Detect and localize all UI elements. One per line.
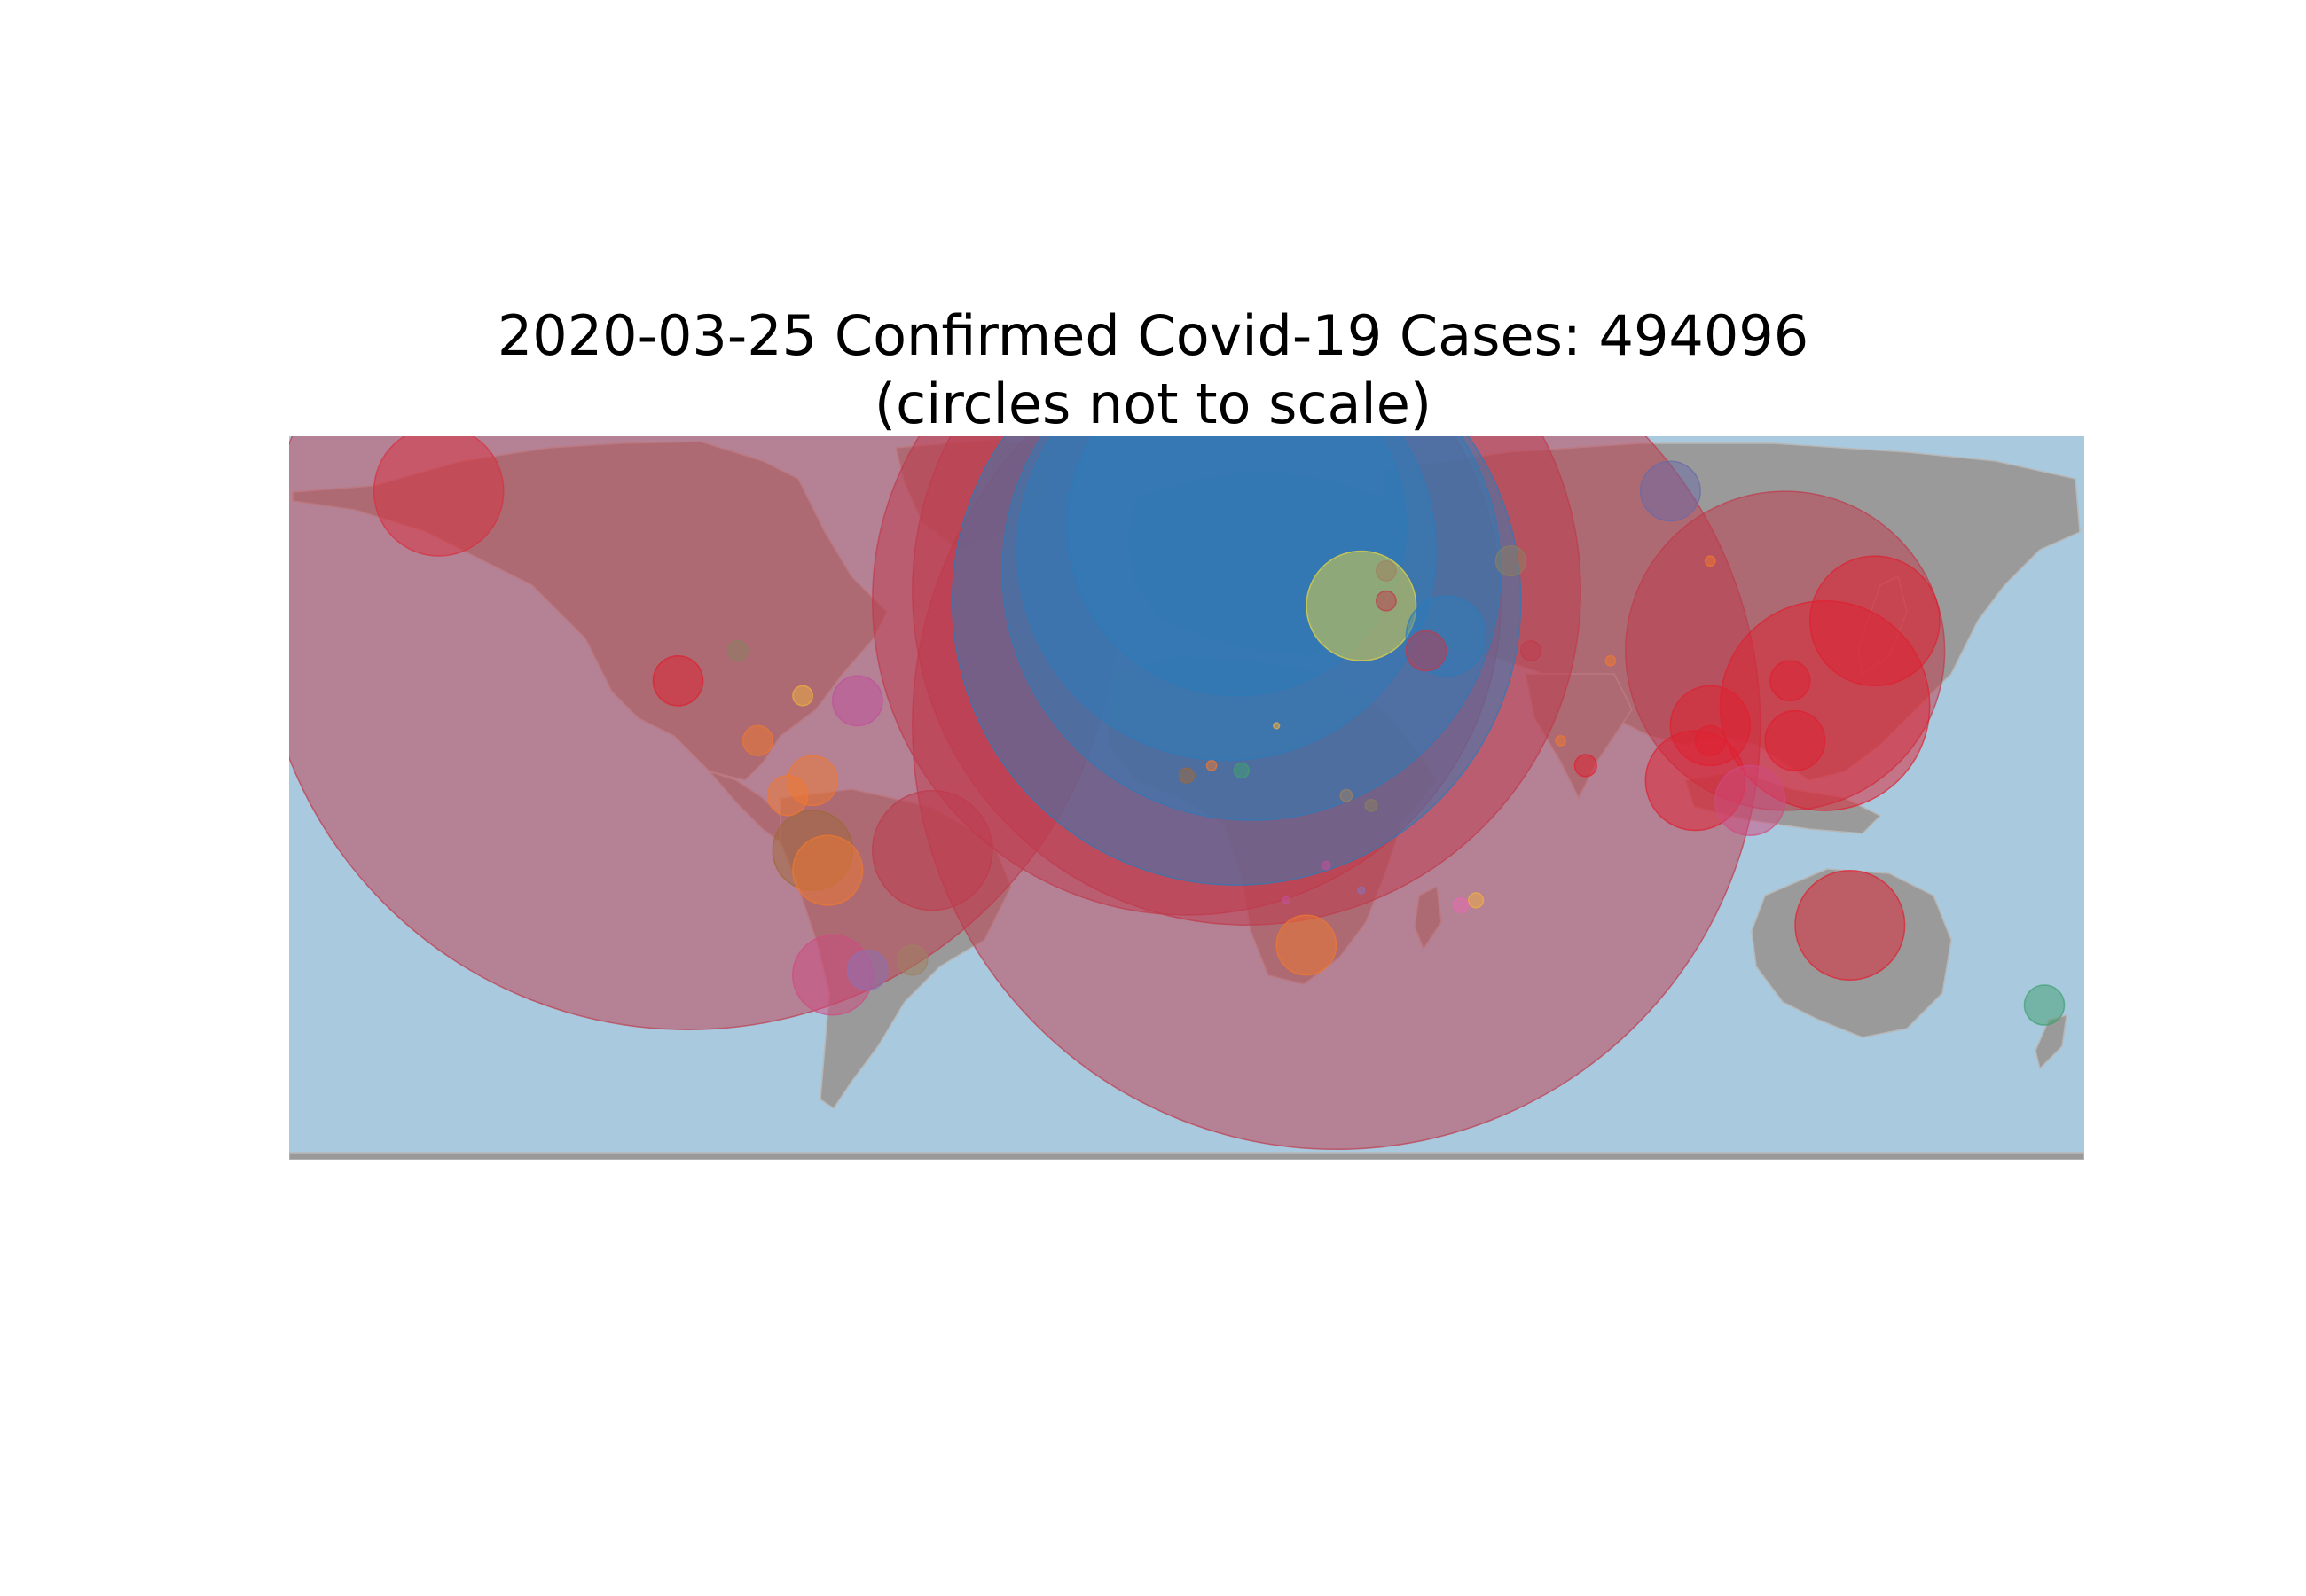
case-bubble	[1339, 788, 1353, 802]
case-bubble	[792, 834, 864, 906]
case-bubble	[1604, 654, 1617, 667]
case-bubble	[1282, 896, 1291, 905]
map-subtitle: (circles not to scale)	[874, 372, 1432, 436]
landmass-antarctica	[289, 1152, 2084, 1160]
case-bubble	[373, 436, 505, 557]
case-bubble	[1233, 762, 1250, 779]
case-bubble	[1494, 545, 1527, 577]
landmass-new-zealand	[2035, 1014, 2067, 1070]
case-bubble	[1178, 767, 1196, 784]
case-bubble	[1405, 630, 1447, 672]
case-bubble	[1467, 892, 1485, 909]
case-bubble	[1555, 734, 1567, 747]
case-bubble	[792, 685, 814, 707]
case-bubble	[2023, 984, 2066, 1026]
case-bubble	[1453, 896, 1470, 914]
case-bubble	[1519, 640, 1541, 661]
map-title: 2020-03-25 Confirmed Covid-19 Cases: 494…	[497, 303, 1809, 368]
case-bubble	[1639, 460, 1701, 522]
case-bubble	[832, 675, 883, 727]
case-bubble	[1573, 754, 1597, 778]
case-bubble	[1364, 798, 1378, 812]
case-bubble	[766, 774, 809, 817]
case-bubble	[727, 640, 749, 661]
case-bubble	[1205, 760, 1218, 771]
case-bubble	[1694, 724, 1726, 756]
case-bubble	[1809, 555, 1941, 687]
case-bubble	[846, 949, 889, 991]
case-bubble	[1704, 555, 1716, 567]
case-bubble	[897, 944, 929, 976]
case-bubble	[1273, 722, 1281, 730]
case-bubble	[1375, 559, 1397, 582]
case-bubble	[1764, 709, 1826, 771]
case-bubble	[652, 654, 704, 707]
case-bubble	[1322, 860, 1331, 871]
case-bubble	[1714, 764, 1786, 836]
case-bubble	[872, 789, 993, 911]
case-bubble	[741, 724, 774, 756]
case-bubble	[1794, 869, 1906, 982]
case-bubble	[1306, 550, 1417, 661]
case-bubble	[1357, 886, 1366, 895]
case-bubble	[1769, 660, 1811, 702]
case-bubbles	[289, 436, 2066, 1150]
case-bubble	[1375, 590, 1397, 612]
case-bubble	[1275, 914, 1337, 976]
